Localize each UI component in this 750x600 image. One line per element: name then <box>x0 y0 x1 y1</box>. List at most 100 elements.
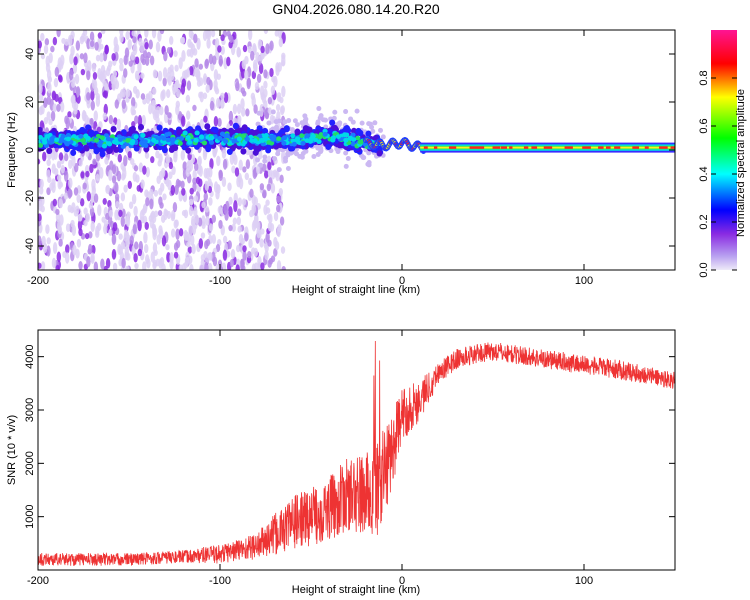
noise-cell <box>237 197 243 207</box>
noise-cell <box>47 81 52 94</box>
noise-cell <box>104 44 109 55</box>
noise-cell <box>178 228 184 237</box>
snr-x-tick-label: -200 <box>27 575 49 587</box>
noise-cell <box>108 169 113 182</box>
noise-cell <box>50 149 56 161</box>
noise-cell <box>267 97 273 105</box>
noise-cell <box>343 150 349 156</box>
noise-cell <box>38 262 42 269</box>
noise-cell <box>119 33 124 43</box>
band-core-cell <box>304 134 310 140</box>
noise-cell <box>71 80 76 88</box>
noise-cell <box>262 163 267 173</box>
band-core-cell <box>60 133 66 139</box>
noise-cell <box>131 193 137 205</box>
snr-y-axis: 1000 2000 3000 4000 <box>24 344 675 529</box>
noise-cell <box>252 59 258 71</box>
noise-cell <box>197 155 202 166</box>
band-core-cell <box>109 134 116 140</box>
noise-cell <box>145 197 150 207</box>
noise-cell <box>50 110 56 122</box>
noise-cell <box>265 231 270 244</box>
noise-cell <box>233 154 238 166</box>
noise-cell <box>114 193 120 201</box>
noise-cell <box>38 40 42 49</box>
noise-cell <box>276 204 281 213</box>
noise-cell <box>142 50 148 59</box>
noise-cell <box>267 161 272 171</box>
noise-cell <box>155 116 160 124</box>
noise-cell <box>122 167 127 180</box>
noise-cell <box>194 58 199 68</box>
noise-cell <box>83 52 88 64</box>
band-core-cell <box>316 139 322 145</box>
colorbar-gradient <box>711 30 737 270</box>
noise-cell <box>173 251 179 259</box>
noise-cell <box>200 232 206 239</box>
colorbar-tick-label: 0.4 <box>698 166 710 181</box>
noise-cell <box>144 30 149 39</box>
noise-cell <box>210 30 216 38</box>
noise-cell <box>152 87 157 95</box>
line-peak <box>564 146 573 149</box>
line-peak <box>423 146 428 149</box>
band-core-cell <box>98 140 104 146</box>
noise-cell <box>118 209 123 218</box>
noise-cell <box>171 166 176 176</box>
noise-cell <box>187 246 192 254</box>
noise-cell <box>40 53 46 60</box>
noise-cell <box>86 91 91 101</box>
noise-cell <box>345 155 351 161</box>
noise-cell <box>193 33 198 44</box>
noise-cell <box>192 169 197 180</box>
noise-cell <box>277 62 282 72</box>
noise-cell <box>188 205 194 217</box>
noise-cell <box>145 166 150 178</box>
band-cell <box>283 125 290 133</box>
noise-cell <box>112 221 118 232</box>
noise-cell <box>118 57 124 65</box>
noise-cell <box>109 160 114 171</box>
noise-cell <box>78 228 83 237</box>
noise-cell <box>144 221 149 230</box>
noise-cell <box>155 258 160 267</box>
noise-cell <box>316 106 322 112</box>
noise-cell <box>185 94 191 103</box>
noise-cell <box>277 224 282 233</box>
band-core-cell <box>236 136 242 142</box>
band-core-cell <box>300 140 306 146</box>
noise-cell <box>273 119 279 125</box>
band-core-cell <box>310 133 316 139</box>
noise-cell <box>186 49 192 57</box>
noise-cell <box>72 244 77 256</box>
noise-cell <box>269 67 274 78</box>
noise-cell <box>121 99 127 110</box>
noise-cell <box>111 249 117 260</box>
noise-cell <box>70 45 75 57</box>
noise-cell <box>236 46 241 58</box>
noise-cell <box>228 110 234 123</box>
snr-x-tick-label: -100 <box>209 575 231 587</box>
noise-cell <box>240 258 245 269</box>
noise-cell <box>132 85 138 94</box>
noise-cell <box>234 167 240 177</box>
noise-cell <box>71 155 76 168</box>
band-cell <box>133 145 140 152</box>
noise-cell <box>175 228 180 241</box>
noise-cell <box>215 189 220 200</box>
noise-cell <box>220 45 225 55</box>
noise-cell <box>270 183 276 194</box>
snr-x-label: Height of straight line (km) <box>292 584 420 596</box>
noise-cell <box>97 32 103 39</box>
noise-cell <box>159 256 165 267</box>
noise-cell <box>149 189 154 196</box>
noise-cell <box>125 216 131 227</box>
noise-cell <box>192 177 197 185</box>
noise-cell <box>232 103 238 115</box>
noise-cell <box>192 104 197 112</box>
noise-cell <box>132 223 137 235</box>
noise-cell <box>242 250 247 261</box>
noise-cell <box>242 245 247 253</box>
noise-cell <box>43 97 48 109</box>
noise-cell <box>175 239 181 249</box>
